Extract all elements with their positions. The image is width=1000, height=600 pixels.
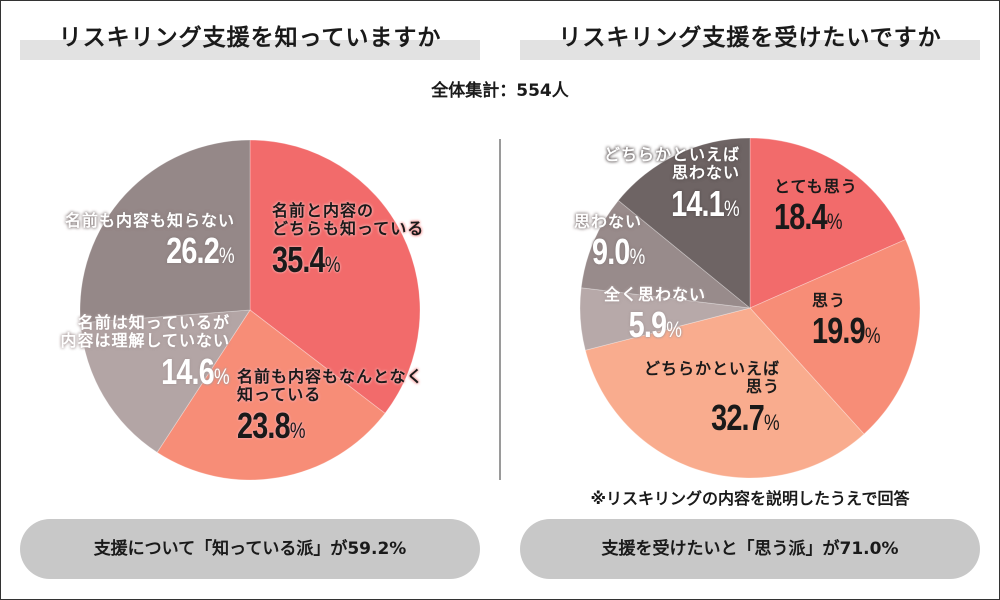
slice-category: 名前は知っているが bbox=[77, 313, 230, 332]
slice-label-right-0: とても思う 18.4% bbox=[774, 177, 860, 238]
footnote: ※リスキリングの内容を説明したうえで回答 bbox=[590, 489, 910, 508]
left-chart-title: リスキリング支援を知っていますか bbox=[20, 20, 480, 60]
slice-label-left-2: 名前は知っているが 内容は理解していない 14.6% bbox=[20, 313, 230, 392]
pie-slice-right-3 bbox=[579, 287, 751, 351]
slice-category: 思う bbox=[745, 377, 780, 397]
slice-category: どちらも知っている bbox=[272, 219, 425, 239]
slice-category: 名前と内容の bbox=[272, 201, 375, 220]
slice-value: 26.2% bbox=[166, 230, 235, 272]
pie-slice-left-0 bbox=[249, 139, 421, 414]
total-respondents: 全体集計：554人 bbox=[431, 81, 569, 101]
slice-category: 思う bbox=[812, 291, 847, 310]
slice-label-left-3: 名前も内容も知らない 26.2% bbox=[20, 211, 235, 272]
slice-category: どちらかといえば bbox=[603, 145, 740, 164]
slice-category: 名前も内容もなんとなく bbox=[237, 367, 424, 386]
slice-value: 23.8% bbox=[237, 404, 306, 446]
right-summary-pill: 支援を受けたいと「思う派」が71.0% bbox=[520, 519, 980, 579]
pie-slice-right-2 bbox=[584, 307, 865, 479]
slice-category: どちらかといえば bbox=[643, 359, 780, 378]
panel-divider bbox=[499, 139, 501, 480]
slice-category: とても思う bbox=[774, 177, 858, 196]
slice-value: 18.4% bbox=[774, 196, 843, 238]
slice-label-right-2: どちらかといえば 思う 32.7% bbox=[600, 359, 780, 438]
slice-label-right-1: 思う 19.9% bbox=[812, 291, 898, 352]
pie-slice-right-5 bbox=[617, 137, 751, 309]
left-pie bbox=[79, 139, 421, 481]
pie-slice-left-3 bbox=[79, 139, 251, 324]
right-chart-title-text: リスキリング支援を受けたいですか bbox=[558, 25, 942, 51]
slice-value: 14.6% bbox=[161, 350, 230, 392]
pie-slice-right-4 bbox=[580, 199, 752, 309]
left-chart-title-text: リスキリング支援を知っていますか bbox=[58, 25, 442, 51]
slice-value: 35.4% bbox=[272, 238, 341, 280]
pie-slice-right-1 bbox=[749, 238, 921, 435]
slice-label-right-3: 全く思わない 5.9% bbox=[585, 285, 725, 346]
title-underline-bar bbox=[520, 40, 980, 60]
slice-value: 9.0% bbox=[592, 231, 646, 273]
pie-slice-left-1 bbox=[156, 309, 386, 481]
slice-label-right-4: 思わない 9.0% bbox=[574, 212, 659, 273]
slice-label-right-5: どちらかといえば 思わない 14.1% bbox=[570, 145, 740, 224]
slice-value: 5.9% bbox=[628, 304, 682, 346]
slice-category: 思わない bbox=[671, 163, 740, 183]
slice-category: 内容は理解していない bbox=[60, 331, 230, 351]
slice-label-left-0: 名前と内容の どちらも知っている 35.4% bbox=[272, 201, 425, 280]
title-underline-bar bbox=[20, 40, 480, 60]
slice-category: 全く思わない bbox=[603, 285, 706, 304]
right-pie bbox=[579, 137, 921, 479]
slice-category: 知っている bbox=[237, 385, 322, 405]
slice-value: 32.7% bbox=[711, 396, 780, 438]
pie-slice-left-2 bbox=[80, 309, 251, 453]
slice-value: 14.1% bbox=[671, 182, 740, 224]
left-summary-pill: 支援について「知っている派」が59.2% bbox=[20, 519, 480, 579]
slice-value: 19.9% bbox=[812, 310, 881, 352]
slice-category: 名前も内容も知らない bbox=[64, 211, 235, 230]
slice-label-left-1: 名前も内容もなんとなく 知っている 23.8% bbox=[237, 367, 424, 446]
pie-slice-right-0 bbox=[749, 137, 907, 309]
right-chart-title: リスキリング支援を受けたいですか bbox=[520, 20, 980, 60]
slice-category: 思わない bbox=[574, 212, 643, 231]
